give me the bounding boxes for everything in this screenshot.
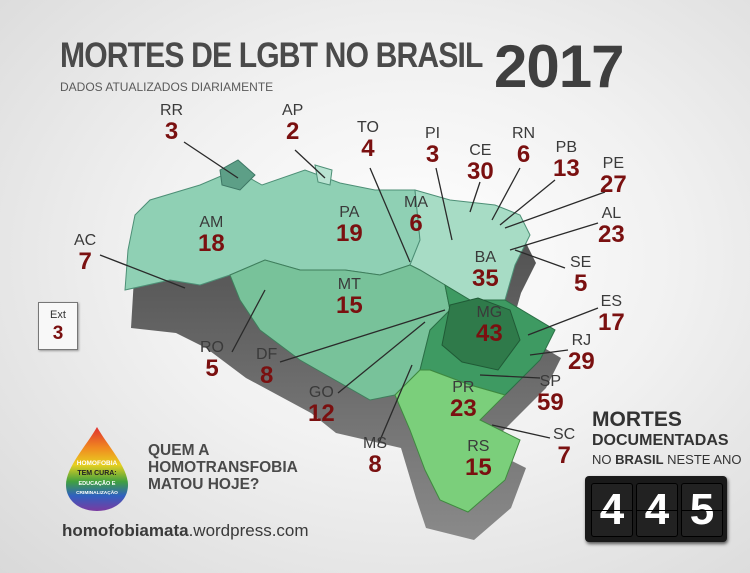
counter-digit: 4 [636, 483, 678, 537]
state-rr-shape [219, 159, 256, 191]
state-df: DF 8 [256, 346, 278, 389]
state-sp: SP 59 [537, 373, 564, 416]
state-go: GO 12 [308, 384, 335, 427]
svg-text:HOMOFOBIA: HOMOFOBIA [77, 460, 118, 467]
counter-digit: 5 [681, 483, 723, 537]
exterior-label: Ext [50, 309, 66, 321]
homofobia-drop-logo: HOMOFOBIA TEM CURA: EDUCAÇÃO E CRIMINALI… [66, 427, 128, 511]
page-title: MORTES DE LGBT NO BRASIL [60, 36, 483, 75]
state-pb: PB 13 [553, 139, 580, 182]
total-counter: 4 4 5 [585, 476, 727, 542]
leader-lines [99, 141, 606, 446]
total-label-1: MORTES [592, 408, 682, 431]
state-to: TO 4 [357, 119, 379, 162]
svg-text:EDUCAÇÃO E: EDUCAÇÃO E [79, 480, 116, 487]
state-ro: RO 5 [200, 339, 224, 382]
total-label-2: DOCUMENTADAS [592, 432, 729, 449]
state-pi: PI 3 [425, 125, 441, 168]
state-ce: CE 30 [467, 142, 494, 185]
total-label-3: NO BRASIL NESTE ANO [592, 452, 742, 467]
state-ma: MA 6 [404, 194, 428, 237]
slogan: QUEM A HOMOTRANSFOBIA MATOU HOJE? [148, 442, 298, 493]
counter-digit: 4 [591, 483, 633, 537]
state-es: ES 17 [598, 293, 625, 336]
svg-text:CRIMINALIZAÇÃO: CRIMINALIZAÇÃO [76, 489, 118, 496]
state-ms: MS 8 [363, 435, 387, 478]
svg-text:TEM CURA:: TEM CURA: [77, 470, 116, 477]
state-rn: RN 6 [512, 125, 536, 168]
state-se: SE 5 [570, 254, 592, 297]
state-rj: RJ 29 [568, 332, 595, 375]
state-rr: RR 3 [160, 102, 184, 145]
exterior-box: Ext 3 [38, 302, 78, 350]
state-ap: AP 2 [282, 102, 304, 145]
state-ac: AC 7 [74, 232, 97, 275]
state-mg-shape [441, 297, 521, 371]
state-ba: BA 35 [472, 249, 499, 292]
website-url: homofobiamata.wordpress.com [62, 521, 309, 540]
state-mg: MG 43 [476, 304, 503, 347]
state-pa: PA 19 [336, 204, 363, 247]
exterior-count: 3 [52, 323, 64, 344]
state-pe: PE 27 [600, 155, 627, 198]
state-sc: SC 7 [553, 426, 576, 469]
slogan-line-2: HOMOTRANSFOBIA [148, 459, 298, 476]
state-rs: RS 15 [465, 438, 492, 481]
slogan-line-3: MATOU HOJE? [148, 476, 260, 493]
year-label: 2017 [494, 33, 624, 100]
state-ap-shape [314, 164, 333, 186]
region-south [394, 369, 521, 513]
subtitle: DADOS ATUALIZADOS DIARIAMENTE [60, 80, 274, 94]
state-pr: PR 23 [450, 379, 477, 422]
state-am: AM 18 [198, 214, 225, 257]
state-al: AL 23 [598, 205, 625, 248]
slogan-line-1: QUEM A [148, 442, 210, 459]
state-mt: MT 15 [336, 276, 363, 319]
